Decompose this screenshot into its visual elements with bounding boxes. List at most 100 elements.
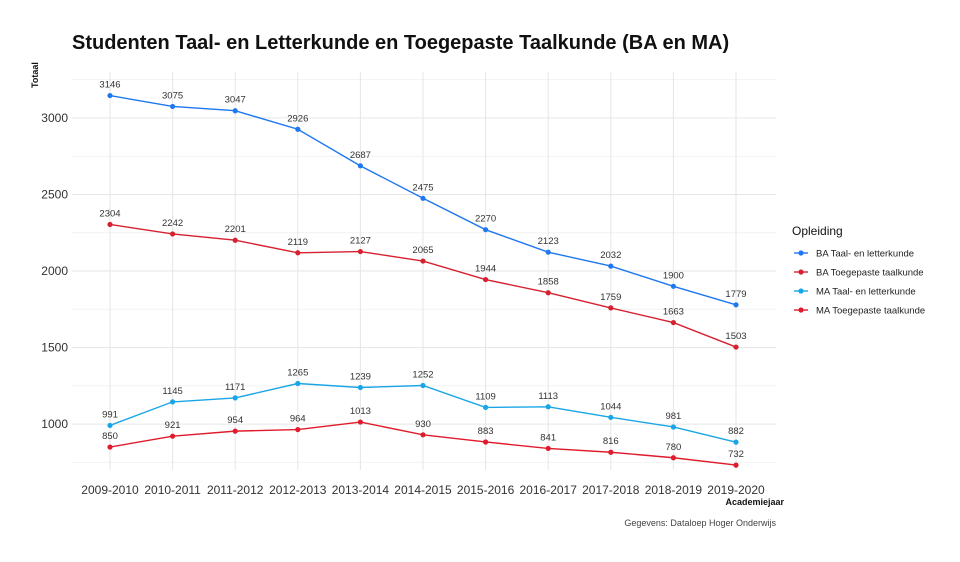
x-tick-label: 2019-2020: [707, 483, 765, 497]
data-label: 2475: [412, 182, 433, 193]
data-point: [420, 382, 426, 389]
data-point: [420, 195, 426, 201]
data-label: 1113: [538, 391, 558, 402]
y-tick-label: 2000: [41, 264, 68, 278]
legend-label: MA Taal- en letterkunde: [816, 287, 916, 298]
data-point: [107, 422, 113, 429]
data-point: [483, 276, 489, 283]
x-tick-label: 2016-2017: [520, 483, 578, 497]
data-point: [295, 426, 301, 433]
grid: [72, 72, 776, 470]
data-label: 1759: [600, 292, 621, 303]
x-axis-ticks: 2009-2010 2010-2011 2011-2012 2012-2013 2013…: [81, 483, 765, 497]
data-point: [170, 231, 176, 237]
y-tick-label: 1500: [41, 341, 68, 355]
data-point: [170, 433, 176, 439]
data-label: 1044: [600, 401, 621, 412]
x-tick-label: 2017-2018: [582, 483, 640, 497]
data-point: [733, 462, 739, 468]
data-point: [357, 384, 363, 391]
data-label: 1503: [725, 331, 746, 342]
data-label: 2926: [287, 113, 308, 124]
legend-key-point: [798, 288, 804, 294]
data-label: 930: [415, 419, 431, 430]
x-tick-label: 2014-2015: [394, 483, 452, 497]
data-point: [107, 92, 113, 99]
legend-key-point: [798, 307, 804, 313]
data-label: 3146: [99, 80, 120, 91]
data-point: [670, 283, 677, 289]
legend-key-point: [798, 269, 804, 275]
data-point: [232, 428, 238, 434]
legend-key-point: [798, 250, 804, 256]
data-label: 2065: [412, 245, 433, 256]
data-point: [170, 399, 176, 405]
y-tick-label: 1000: [41, 417, 68, 431]
y-tick-label: 3000: [41, 111, 68, 125]
data-point: [357, 163, 363, 169]
x-tick-label: 2010-2011: [144, 483, 201, 497]
data-label: 1145: [162, 386, 182, 397]
data-point: [483, 404, 489, 410]
data-label: 1109: [475, 391, 495, 402]
x-tick-label: 2011-2012: [207, 483, 264, 497]
data-label: 3075: [162, 90, 183, 101]
data-label: 964: [290, 414, 306, 425]
data-point: [608, 449, 614, 455]
data-label: 991: [102, 409, 118, 420]
data-label: 732: [728, 449, 744, 460]
data-label: 2201: [225, 224, 246, 235]
data-point: [420, 258, 426, 264]
data-label: 1779: [725, 289, 746, 300]
data-point: [232, 395, 238, 401]
data-point: [670, 424, 677, 430]
data-label: 850: [102, 431, 118, 442]
data-label: 954: [227, 415, 243, 426]
data-labels: 3146 3075 3047 2926 2687 2475 2270 2123 2032 1900…: [99, 80, 746, 461]
data-label: 1265: [287, 368, 308, 379]
data-point: [670, 319, 677, 326]
data-point: [357, 248, 363, 255]
data-label: 1239: [350, 371, 371, 382]
data-label: 2242: [162, 218, 183, 229]
x-tick-label: 2018-2019: [645, 483, 703, 497]
data-label: 2687: [350, 150, 371, 161]
data-point: [608, 414, 614, 420]
data-label: 2304: [99, 208, 120, 219]
data-label: 2119: [288, 237, 308, 248]
data-label: 780: [665, 442, 681, 453]
data-point: [232, 108, 238, 114]
data-point: [545, 445, 551, 452]
data-point: [295, 250, 301, 256]
data-point: [608, 263, 614, 269]
data-point: [107, 221, 113, 228]
data-label: 921: [165, 420, 181, 431]
data-point: [608, 305, 614, 311]
series-group: [107, 92, 739, 468]
data-point: [357, 419, 363, 425]
data-point: [420, 432, 426, 438]
data-label: 883: [478, 426, 494, 437]
data-label: 981: [665, 411, 681, 422]
data-point: [295, 380, 301, 387]
y-tick-label: 2500: [41, 187, 68, 201]
data-label: 2270: [475, 214, 496, 225]
data-point: [545, 404, 551, 410]
data-label: 2123: [538, 236, 559, 247]
x-tick-label: 2012-2013: [269, 483, 327, 497]
data-label: 1663: [663, 307, 684, 318]
x-tick-label: 2013-2014: [332, 483, 390, 497]
x-axis-title: Academiejaar: [725, 497, 784, 507]
data-point: [107, 444, 113, 450]
data-point: [545, 290, 551, 296]
legend-label: BA Toegepaste taalkunde: [816, 268, 924, 279]
data-label: 1858: [538, 277, 559, 288]
data-point: [545, 249, 551, 255]
x-tick-label: 2009-2010: [81, 483, 139, 497]
legend: Opleiding BA Taal- en letterkunde BA Toeg…: [792, 224, 925, 317]
x-tick-label: 2015-2016: [457, 483, 515, 497]
data-label: 2127: [350, 236, 371, 247]
data-label: 1171: [225, 382, 245, 393]
legend-label: MA Toegepaste taalkunde: [816, 306, 925, 317]
